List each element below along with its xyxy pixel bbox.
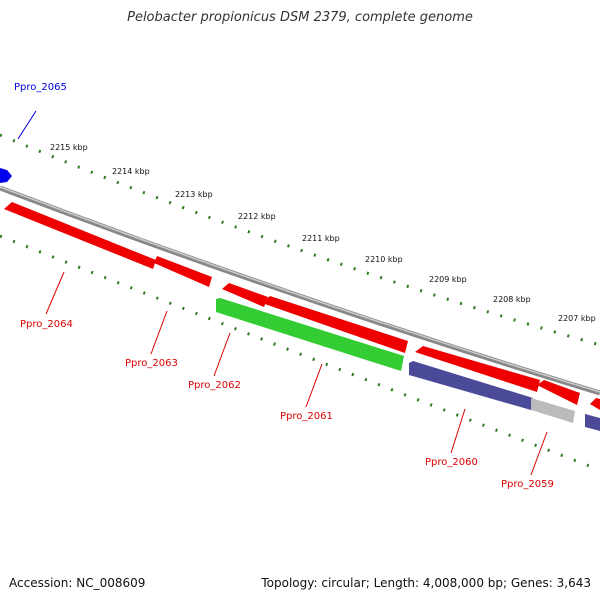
scale-label: 2210 kbp [365,255,403,264]
gene-arrow-ppro-2061[interactable] [262,296,408,353]
scale-label: 2208 kbp [493,295,531,304]
gene-arrow-purple-2[interactable] [585,414,600,431]
label-leader-ppro-2065 [17,110,37,140]
outer-ruler [0,133,600,347]
gene-label-ppro-2063[interactable]: Ppro_2063 [125,358,178,369]
genome-backbone [0,185,600,396]
gene-arrow-ppro-2059[interactable] [537,380,580,405]
scale-label: 2212 kbp [238,212,276,221]
scale-label: 2209 kbp [429,275,467,284]
gene-arrow-ppro-2063[interactable] [154,256,212,287]
gene-label-ppro-2059[interactable]: Ppro_2059 [501,479,554,490]
label-leader-ppro-2059 [530,431,548,476]
gene-arrow-ppro-2062[interactable] [222,283,268,307]
gene-label-ppro-2065[interactable]: Ppro_2065 [14,82,67,93]
scale-label: 2211 kbp [302,234,340,243]
scale-label: 2214 kbp [112,167,150,176]
label-leader-ppro-2063 [150,310,168,355]
scale-label: 2207 kbp [558,314,596,323]
gene-arrow-ppro-2060[interactable] [415,346,540,392]
genome-backbone-highlight [0,186,600,393]
gene-label-ppro-2060[interactable]: Ppro_2060 [425,457,478,468]
label-leader-ppro-2060 [450,408,466,454]
gene-label-ppro-2062[interactable]: Ppro_2062 [188,380,241,391]
gene-arrow-ppro-2064[interactable] [4,202,156,269]
gene-arrow-green[interactable] [216,298,404,371]
label-leader-ppro-2064 [45,271,65,315]
scale-label: 2213 kbp [175,190,213,199]
scale-label: 2215 kbp [50,143,88,152]
gene-arrow-right-edge[interactable] [590,398,600,410]
label-leader-ppro-2061 [305,363,323,408]
inner-ruler [0,234,600,472]
gene-arrow-ppro-2065[interactable] [0,168,12,183]
gene-label-ppro-2061[interactable]: Ppro_2061 [280,411,333,422]
gene-arrow-gray[interactable] [531,398,575,423]
genome-title: Pelobacter propionicus DSM 2379, complet… [127,10,473,25]
gene-label-ppro-2064[interactable]: Ppro_2064 [20,319,73,330]
label-leader-ppro-2062 [213,332,231,377]
accession-text: Accession: NC_008609 [9,576,146,590]
gene-arrow-purple-1[interactable] [409,361,533,410]
genome-summary: Topology: circular; Length: 4,008,000 bp… [261,576,591,590]
